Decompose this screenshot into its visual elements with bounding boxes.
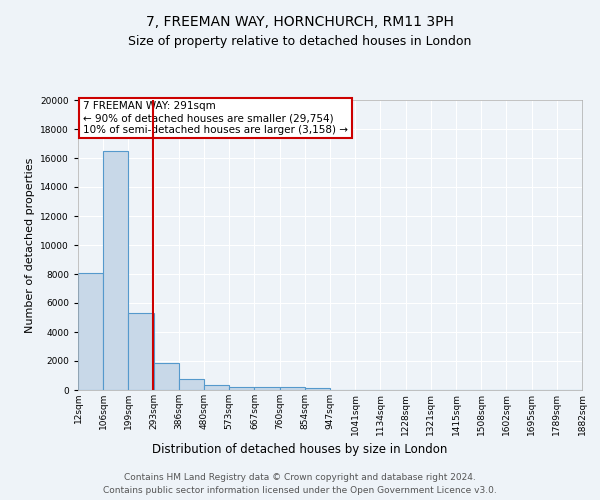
- Text: Contains public sector information licensed under the Open Government Licence v3: Contains public sector information licen…: [103, 486, 497, 495]
- Bar: [154, 363, 179, 390]
- Text: Size of property relative to detached houses in London: Size of property relative to detached ho…: [128, 35, 472, 48]
- Bar: [305, 388, 330, 390]
- Text: 7 FREEMAN WAY: 291sqm
← 90% of detached houses are smaller (29,754)
10% of semi-: 7 FREEMAN WAY: 291sqm ← 90% of detached …: [83, 102, 348, 134]
- Text: Distribution of detached houses by size in London: Distribution of detached houses by size …: [152, 442, 448, 456]
- Bar: [78, 272, 103, 390]
- Bar: [204, 385, 229, 390]
- Text: Contains HM Land Registry data © Crown copyright and database right 2024.: Contains HM Land Registry data © Crown c…: [124, 472, 476, 482]
- Text: 7, FREEMAN WAY, HORNCHURCH, RM11 3PH: 7, FREEMAN WAY, HORNCHURCH, RM11 3PH: [146, 15, 454, 29]
- Bar: [254, 387, 280, 390]
- Bar: [179, 380, 204, 390]
- Y-axis label: Number of detached properties: Number of detached properties: [25, 158, 35, 332]
- Bar: [128, 313, 154, 390]
- Bar: [103, 151, 128, 390]
- Bar: [229, 386, 254, 390]
- Bar: [280, 388, 305, 390]
